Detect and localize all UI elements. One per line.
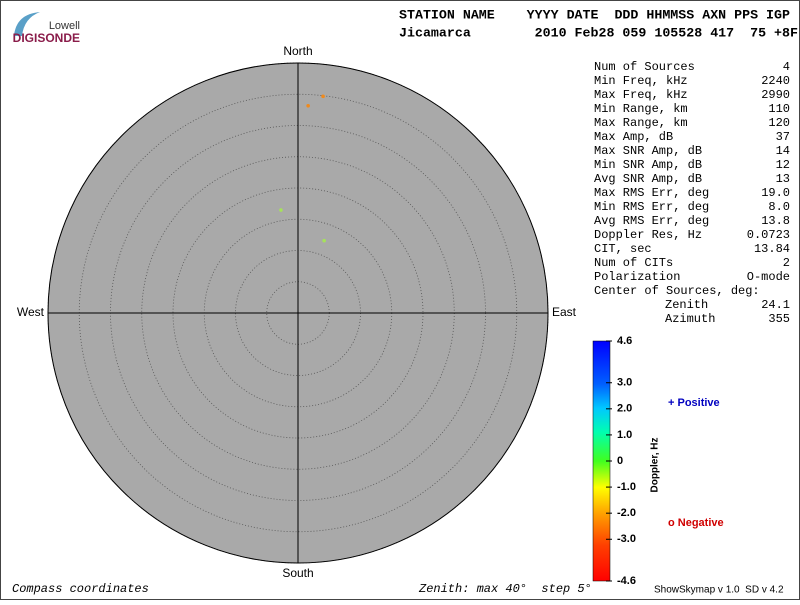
stat-label: Avg RMS Err, deg xyxy=(594,214,709,228)
logo-icon xyxy=(14,12,40,36)
footer-right: ShowSkymap v 1.0 SD v 4.2 xyxy=(654,585,784,596)
stat-value: 14 xyxy=(776,144,790,158)
stat-value: 120 xyxy=(768,116,790,130)
colorbar-tick-label: -4.6 xyxy=(617,575,636,587)
colorbar-tick-label: 0 xyxy=(617,455,623,467)
footer-left: Compass coordinates xyxy=(12,582,149,596)
stat-label: Min Freq, kHz xyxy=(594,74,688,88)
colorbar-tick-label: -2.0 xyxy=(617,507,636,519)
stat-label: Zenith xyxy=(665,298,708,312)
stat-value: 2 xyxy=(783,256,790,270)
colorbar-tick-label: -3.0 xyxy=(617,533,636,545)
legend-positive: + Positive xyxy=(668,397,720,409)
stat-label: CIT, sec xyxy=(594,242,652,256)
stat-label: Azimuth xyxy=(665,312,715,326)
colorbar-tick-label: 4.6 xyxy=(617,335,632,347)
colorbar-tick-label: 3.0 xyxy=(617,377,632,389)
logo-bottom: DIGISONDE xyxy=(13,31,80,45)
stat-value: 0.0723 xyxy=(747,228,790,242)
source-point xyxy=(306,103,310,108)
stat-value: 13.8 xyxy=(761,214,790,228)
colorbar-tick-label: -1.0 xyxy=(617,481,636,493)
stat-value: 2240 xyxy=(761,74,790,88)
colorbar-tick-label: 1.0 xyxy=(617,429,632,441)
logo-top: Lowell xyxy=(49,20,80,32)
direction-label: South xyxy=(282,566,313,580)
stat-label: Num of CITs xyxy=(594,256,673,270)
stat-label: Max Range, km xyxy=(594,116,688,130)
stat-value: 19.0 xyxy=(761,186,790,200)
direction-label: East xyxy=(552,305,577,319)
stat-label: Max SNR Amp, dB xyxy=(594,144,702,158)
stat-value: 4 xyxy=(783,60,790,74)
colorbar-tick-label: 2.0 xyxy=(617,403,632,415)
footer-middle: Zenith: max 40° step 5° xyxy=(418,582,592,596)
stat-label: Num of Sources xyxy=(594,60,695,74)
direction-label: West xyxy=(17,305,45,319)
legend-negative: o Negative xyxy=(668,517,724,529)
stat-value: 12 xyxy=(776,158,790,172)
stat-label: Doppler Res, Hz xyxy=(594,228,702,242)
stat-label: Min Range, km xyxy=(594,102,688,116)
source-point xyxy=(279,208,283,212)
direction-label: North xyxy=(283,44,312,58)
source-point xyxy=(322,238,326,243)
stat-section: Center of Sources, deg: xyxy=(594,284,760,298)
stat-value: 24.1 xyxy=(761,298,790,312)
stat-value: 13 xyxy=(776,172,790,186)
stat-value: O-mode xyxy=(747,270,790,284)
stat-label: Max Freq, kHz xyxy=(594,88,688,102)
stat-value: 37 xyxy=(776,130,790,144)
stat-value: 8.0 xyxy=(768,200,790,214)
stat-label: Avg SNR Amp, dB xyxy=(594,172,702,186)
header-line: STATION NAME YYYY DATE DDD HHMMSS AXN PP… xyxy=(399,8,790,23)
stat-value: 13.84 xyxy=(754,242,790,256)
stat-value: 2990 xyxy=(761,88,790,102)
stat-label: Min RMS Err, deg xyxy=(594,200,709,214)
stat-label: Max Amp, dB xyxy=(594,130,673,144)
stat-label: Max RMS Err, deg xyxy=(594,186,709,200)
colorbar-title: Doppler, Hz xyxy=(650,437,661,492)
header-line: Jicamarca 2010 Feb28 059 105528 417 75 +… xyxy=(399,26,798,41)
source-point xyxy=(321,94,325,99)
plot: North South East West xyxy=(17,44,577,580)
stat-value: 110 xyxy=(768,102,790,116)
stat-label: Polarization xyxy=(594,270,680,284)
stat-value: 355 xyxy=(768,312,790,326)
stat-label: Min SNR Amp, dB xyxy=(594,158,702,172)
